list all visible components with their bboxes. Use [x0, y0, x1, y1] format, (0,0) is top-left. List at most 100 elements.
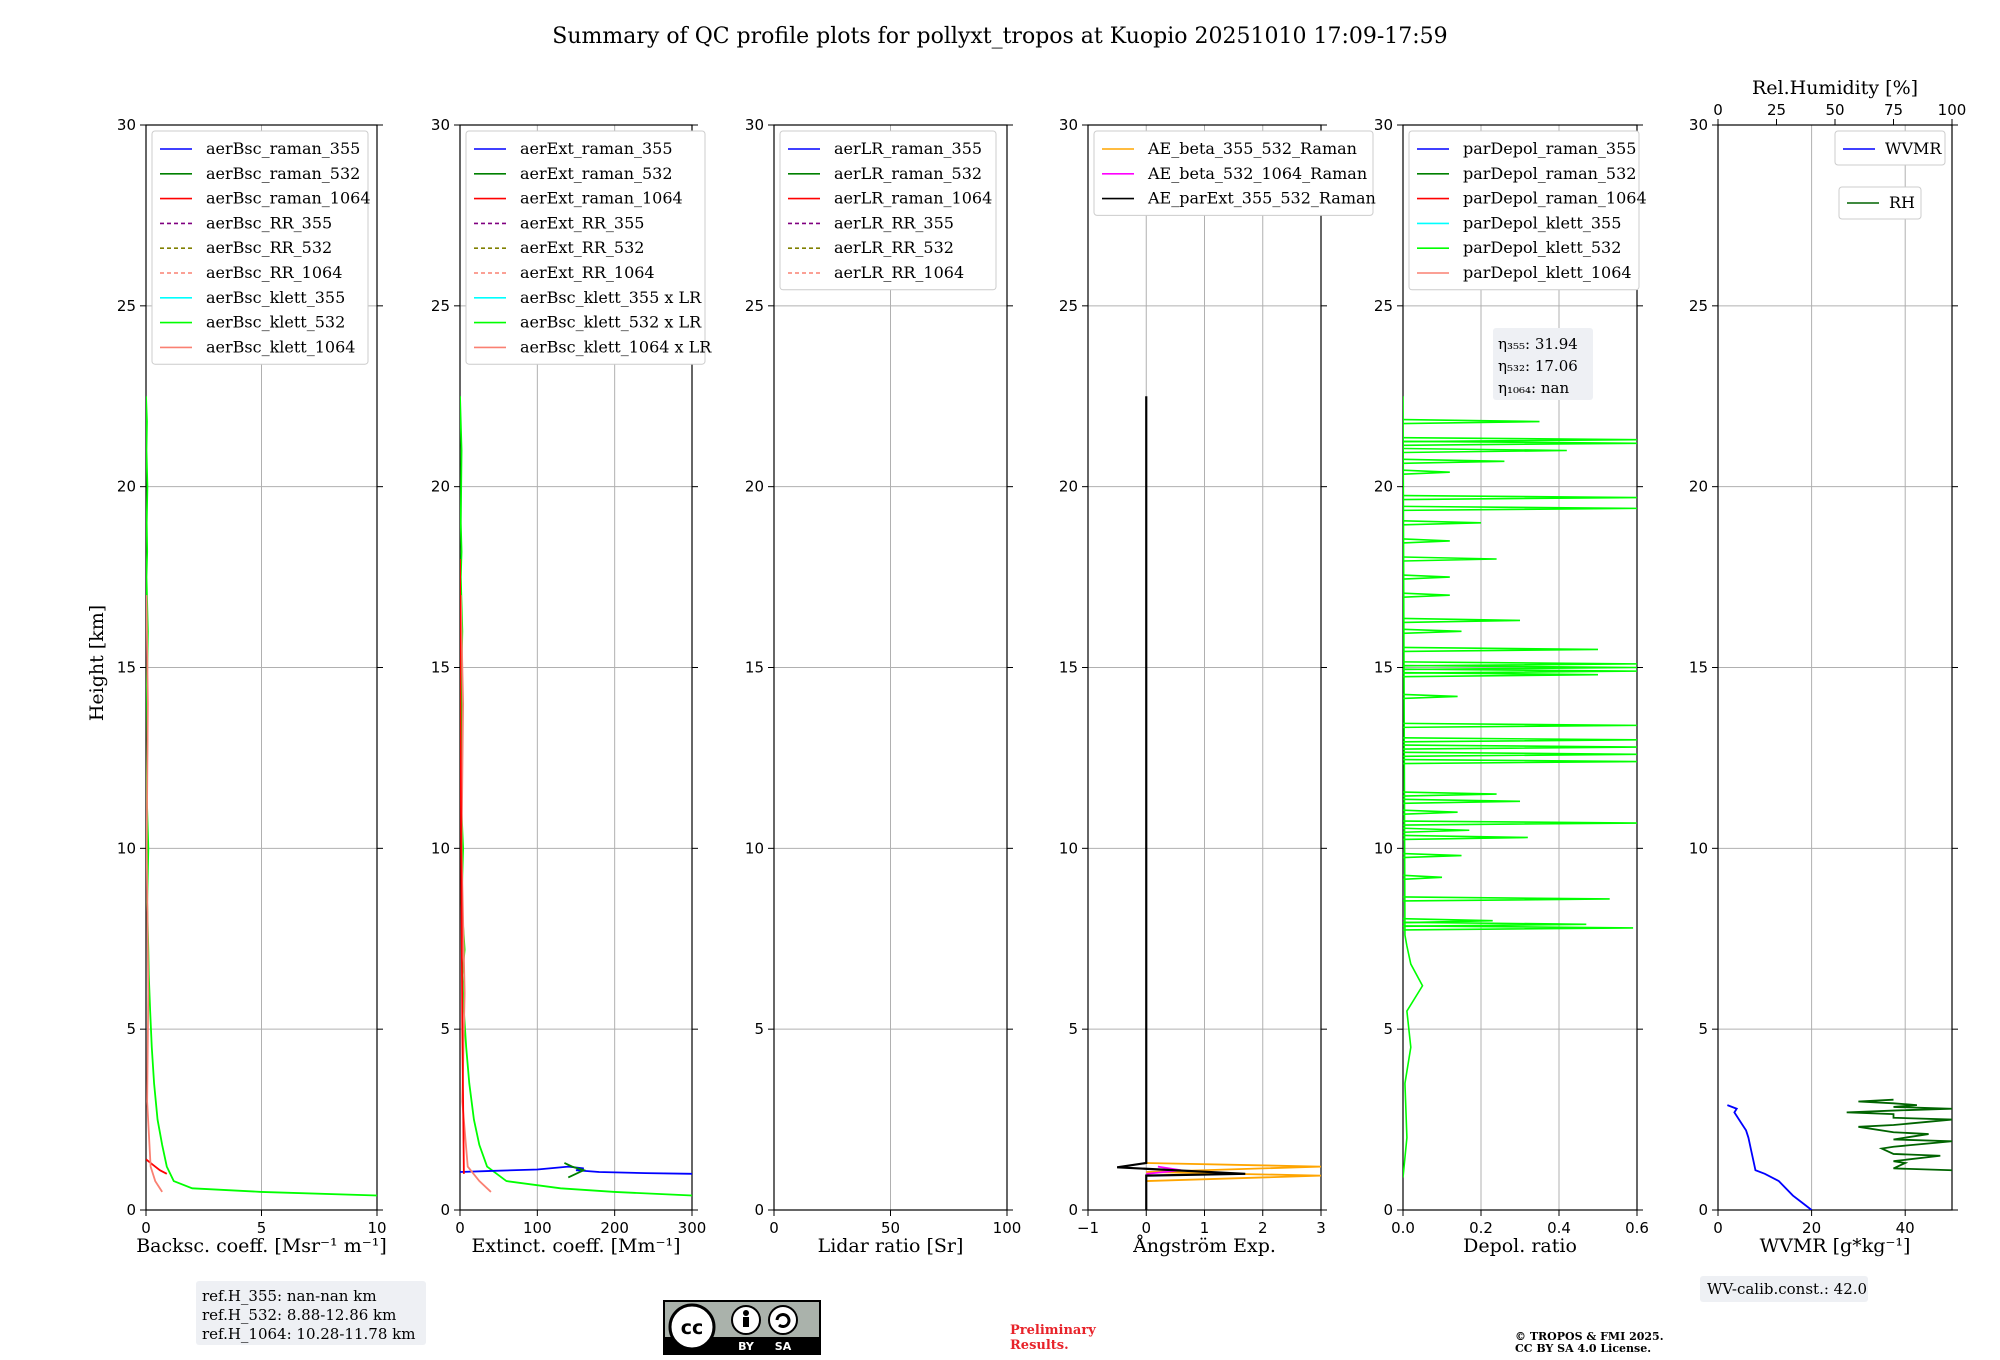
panel-5: 0 5 10 15 20 25 30 0.0 0.2 0.4 0.6 Depol. ratio parD…: [1374, 116, 1649, 1257]
legend: AE_beta_355_532_Raman AE_beta_532_1064_Ra…: [1093, 130, 1376, 216]
legend-box: [1834, 130, 1946, 166]
legend: aerBsc_raman_355 aerBsc_raman_532 aerBsc_r…: [151, 130, 371, 365]
axes-frame: [773, 124, 1008, 1211]
legend: aerLR_raman_355 aerLR_raman_532 aerLR_rama…: [779, 130, 997, 291]
y-tick-label: 10: [745, 839, 764, 857]
series-spike: [1403, 722, 1637, 729]
x-tick-label: 300: [678, 1219, 707, 1237]
y-tick-label: 20: [1689, 478, 1708, 496]
top-x-tick-label: 100: [1938, 101, 1967, 119]
top-x-tick-label: 0: [1713, 101, 1723, 119]
legend-label: aerLR_raman_532: [834, 164, 982, 183]
series-line: [1116, 396, 1246, 1210]
legend-box: [1408, 130, 1640, 291]
x-tick-label: 100: [523, 1219, 552, 1237]
series-spike: [1403, 646, 1599, 653]
eta-box: η₃₅₅: 31.94 η₅₃₂: 17.06 η₁₀₆₄: nan: [1493, 328, 1593, 400]
top-x-tick-label: 50: [1825, 101, 1844, 119]
x-tick-label: 0: [455, 1219, 465, 1237]
legend-label: aerLR_RR_1064: [834, 263, 964, 282]
ref-height-box: ref.H_355: nan-nan km ref.H_532: 8.88-12…: [196, 1281, 426, 1345]
copyright-line-2: CC BY SA 4.0 License.: [1515, 1342, 1651, 1355]
y-tick-label: 5: [754, 1020, 764, 1038]
series-group: [460, 396, 692, 1197]
x-axis-label: Depol. ratio: [1463, 1235, 1577, 1257]
series-spike: [1403, 737, 1637, 743]
series-spike: [1403, 661, 1637, 667]
y-tick-label: 30: [1689, 116, 1708, 134]
legend-label: aerBsc_raman_1064: [206, 189, 371, 208]
series-spike: [1403, 628, 1462, 635]
cc-icon: [668, 1303, 716, 1351]
legend-label: aerExt_RR_532: [520, 238, 644, 257]
series-spike: [1403, 917, 1493, 924]
y-tick-label: 25: [431, 297, 450, 315]
series-spike: [1403, 809, 1458, 815]
series-group: [1116, 396, 1321, 1210]
series-spike: [1403, 592, 1450, 598]
series-spike: [1403, 447, 1567, 454]
ref-height-1064: ref.H_1064: 10.28-11.78 km: [202, 1325, 415, 1343]
series-group: [1403, 396, 1637, 1178]
legend-box: [465, 130, 706, 365]
y-tick-label: 10: [1374, 839, 1393, 857]
series-group: [1727, 1098, 1952, 1210]
series-line: [460, 595, 492, 1193]
legend-label: aerBsc_klett_355 x LR: [520, 288, 702, 307]
y-tick-label: 15: [117, 659, 136, 677]
x-tick-label: 0: [1713, 1219, 1723, 1237]
legend-box: [779, 130, 997, 291]
cc-by-label: BY: [738, 1340, 755, 1353]
legend-label: AE_beta_532_1064_Raman: [1147, 164, 1367, 183]
copyright-line-1: © TROPOS & FMI 2025.: [1515, 1330, 1664, 1343]
y-tick-label: 20: [745, 478, 764, 496]
y-tick-label: 30: [1059, 116, 1078, 134]
series-line: [1146, 1162, 1321, 1182]
x-axis-label: Extinct. coeff. [Mm⁻¹]: [471, 1235, 680, 1257]
legend-label: aerLR_RR_532: [834, 238, 954, 257]
legend-label: parDepol_raman_532: [1463, 164, 1636, 183]
legend-label: aerBsc_RR_355: [206, 213, 332, 232]
series-spike: [1403, 617, 1521, 624]
legend-label: aerBsc_raman_355: [206, 139, 360, 158]
y-tick-label: 5: [1698, 1020, 1708, 1038]
legend-label: aerBsc_klett_532: [206, 313, 345, 332]
series-line: [564, 1162, 587, 1179]
x-tick-label: 0.4: [1547, 1219, 1571, 1237]
y-tick-label: 25: [745, 297, 764, 315]
series-spike: [1403, 827, 1470, 834]
series-spike: [1403, 418, 1540, 425]
series-spike: [1403, 852, 1462, 859]
series-line: [460, 1165, 692, 1175]
y-tick-label: 0: [754, 1201, 764, 1219]
y-tick-label: 10: [1689, 839, 1708, 857]
top-x-tick-label: 75: [1884, 101, 1903, 119]
figure-title: Summary of QC profile plots for pollyxt_…: [552, 24, 1447, 49]
y-tick-label: 0: [1068, 1201, 1078, 1219]
x-axis-label: Ångström Exp.: [1132, 1235, 1276, 1257]
series-spike: [1403, 791, 1497, 797]
y-tick-label: 15: [1059, 659, 1078, 677]
legend: parDepol_raman_355 parDepol_raman_532 parD…: [1408, 130, 1647, 291]
series-spike: [1403, 440, 1637, 447]
legend-label: parDepol_klett_532: [1463, 238, 1621, 257]
y-tick-label: 0: [440, 1201, 450, 1219]
series-spike: [1403, 494, 1637, 501]
legend-box: [1838, 186, 1922, 220]
wv-calib-const: WV-calib.const.: 42.0: [1707, 1280, 1867, 1298]
x-tick-label: 0: [141, 1219, 151, 1237]
series-spike: [1403, 664, 1637, 671]
legend-label: aerExt_raman_355: [520, 139, 673, 158]
legend-label: aerExt_RR_355: [520, 213, 644, 232]
series-spike: [1403, 834, 1528, 841]
legend-label: aerBsc_RR_1064: [206, 263, 342, 282]
x-tick-label: 3: [1316, 1219, 1326, 1237]
x-tick-label: 20: [1802, 1219, 1821, 1237]
x-tick-label: 2: [1258, 1219, 1268, 1237]
wv-calib-box: WV-calib.const.: 42.0: [1700, 1276, 1868, 1302]
axes-frame: [1087, 124, 1322, 1211]
x-axis-label: Backsc. coeff. [Msr⁻¹ m⁻¹]: [136, 1235, 387, 1257]
legend-box: [1093, 130, 1374, 216]
